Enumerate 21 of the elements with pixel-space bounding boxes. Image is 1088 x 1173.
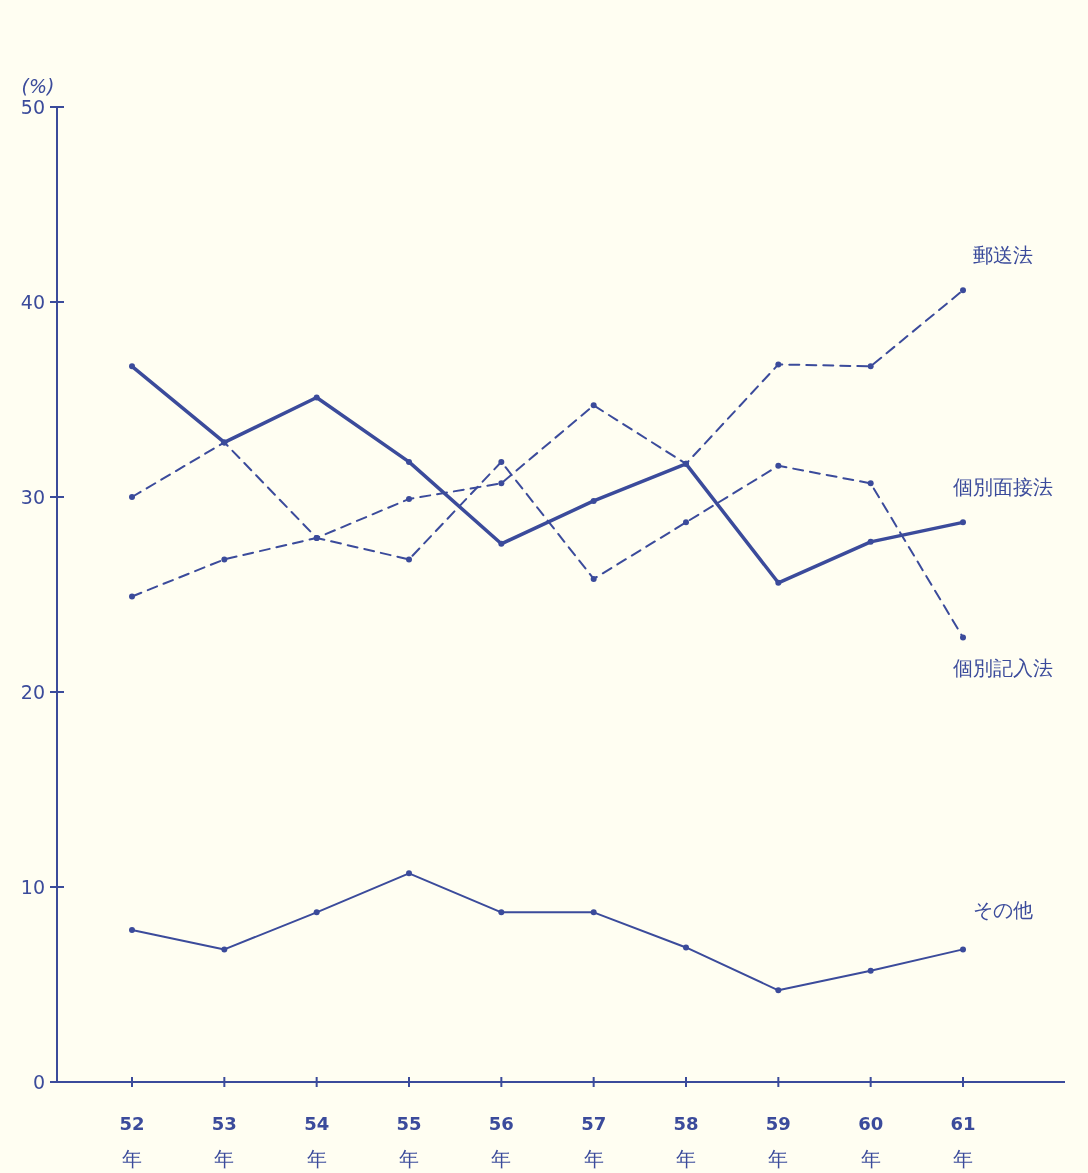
y-tick-label: 40 — [20, 291, 45, 313]
x-tick-label: 59年 — [765, 1113, 791, 1171]
x-tick-label: 54年 — [304, 1113, 330, 1171]
y-axis-title: (%) — [21, 75, 55, 97]
y-tick-label: 30 — [20, 486, 45, 508]
series-label: 個別記入法 — [953, 656, 1053, 681]
x-tick-label: 56年 — [488, 1113, 514, 1171]
y-tick-label: 0 — [32, 1071, 45, 1093]
x-tick-label: 52年 — [119, 1113, 145, 1171]
series-label: 個別面接法 — [953, 475, 1053, 500]
x-tick-label: 61年 — [950, 1113, 976, 1171]
y-tick-label: 10 — [20, 876, 45, 898]
series-label: 郵送法 — [973, 243, 1033, 268]
x-tick-label: 53年 — [211, 1113, 237, 1171]
y-tick-label: 50 — [20, 96, 45, 118]
series-label: その他 — [973, 898, 1033, 923]
x-tick-label: 60年 — [858, 1113, 884, 1171]
x-tick-label: 58年 — [673, 1113, 699, 1171]
x-tick-label: 57年 — [581, 1113, 607, 1171]
x-tick-label: 55年 — [396, 1113, 422, 1171]
y-tick-label: 20 — [20, 681, 45, 703]
